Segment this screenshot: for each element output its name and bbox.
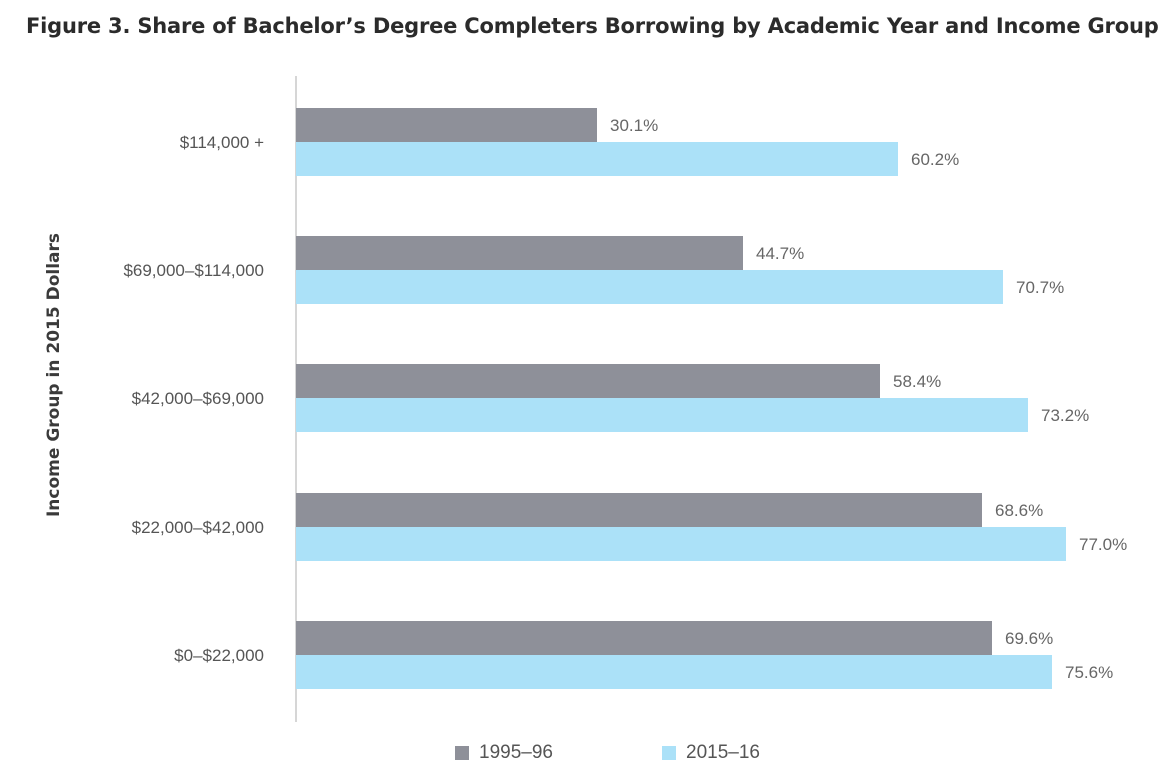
bar-2015-16 <box>296 142 898 176</box>
legend-item-2015-16: 2015–16 <box>662 742 760 764</box>
legend-label-2015-16: 2015–16 <box>686 742 760 763</box>
bar-1995-96 <box>296 236 743 270</box>
bar-2015-16 <box>296 398 1028 432</box>
data-label: 75.6% <box>1065 663 1113 682</box>
bar-1995-96 <box>296 493 982 527</box>
bar-1995-96 <box>296 621 992 655</box>
bar-2015-16 <box>296 527 1066 561</box>
legend-label-1995-96: 1995–96 <box>479 742 553 763</box>
data-label: 60.2% <box>911 150 959 169</box>
chart-title: Figure 3. Share of Bachelor’s Degree Com… <box>26 14 1159 38</box>
bar-2015-16 <box>296 655 1052 689</box>
data-label: 77.0% <box>1079 535 1127 554</box>
data-label: 73.2% <box>1041 406 1089 425</box>
data-label: 68.6% <box>995 501 1043 520</box>
category-label: $22,000–$42,000 <box>132 518 264 537</box>
bar-1995-96 <box>296 108 597 142</box>
bar-1995-96 <box>296 364 880 398</box>
category-label: $42,000–$69,000 <box>132 389 264 408</box>
data-label: 44.7% <box>756 244 804 263</box>
category-label: $69,000–$114,000 <box>123 261 264 280</box>
data-label: 70.7% <box>1016 278 1064 297</box>
data-label: 58.4% <box>893 372 941 391</box>
legend-item-1995-96: 1995–96 <box>455 742 553 764</box>
data-label: 69.6% <box>1005 629 1053 648</box>
legend-swatch-2015-16 <box>662 746 676 760</box>
category-label: $0–$22,000 <box>174 646 264 665</box>
legend: 1995–96 2015–16 <box>0 742 1170 770</box>
data-label: 30.1% <box>610 116 658 135</box>
bar-2015-16 <box>296 270 1003 304</box>
bar-chart: $114,000 + 30.1% 60.2% $69,000–$114,000 44.7… <box>123 76 1127 722</box>
category-label: $114,000 + <box>180 133 264 152</box>
legend-swatch-1995-96 <box>455 746 469 760</box>
